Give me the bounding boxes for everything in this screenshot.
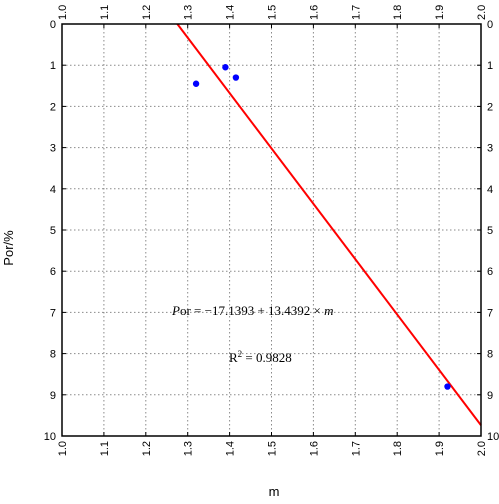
- data-point: [232, 74, 240, 81]
- x-tick-label-top: 1.8: [392, 5, 404, 20]
- x-tick-label-top: 1.3: [183, 5, 195, 20]
- x-tick-label-bottom: 1.8: [392, 441, 404, 456]
- y-tick-label-right: 4: [487, 184, 493, 196]
- x-tick-label-bottom: 1.0: [57, 441, 69, 456]
- y-tick-label-right: 7: [487, 307, 493, 319]
- y-tick-label-left: 5: [50, 225, 56, 237]
- y-tick-label-left: 0: [50, 19, 56, 31]
- r2-label: R: [229, 350, 238, 365]
- x-ticks-bottom: 1.0 1.1 1.2 1.3 1.4 1.5 1.6 1.7 1.8 1.9 2.0: [57, 432, 488, 456]
- x-tick-label-top: 2.0: [476, 5, 488, 20]
- y-tick-label-right: 8: [487, 349, 493, 361]
- x-tick-label-bottom: 1.7: [350, 441, 362, 456]
- y-tick-label-right: 0: [487, 19, 493, 31]
- regression-line: [176, 23, 482, 426]
- x-axis-label: m: [269, 484, 280, 499]
- y-tick-label-right: 3: [487, 143, 493, 155]
- x-tick-label-bottom: 1.9: [434, 441, 446, 456]
- x-tick-label-top: 1.1: [99, 5, 111, 20]
- y-tick-label-left: 9: [50, 390, 56, 402]
- x-tick-label-bottom: 1.5: [267, 441, 279, 456]
- grid: [62, 24, 481, 436]
- y-tick-label-right: 9: [487, 390, 493, 402]
- x-tick-label-top: 1.7: [350, 5, 362, 20]
- y-tick-label-right: 1: [487, 60, 493, 72]
- data-point: [192, 80, 200, 87]
- x-tick-label-bottom: 1.3: [183, 441, 195, 456]
- x-tick-label-bottom: 1.1: [99, 441, 111, 456]
- y-ticks-right: 0 1 2 3 4 5 6 7 8 9 10: [477, 19, 499, 443]
- x-tick-label-bottom: 1.6: [308, 441, 320, 456]
- y-tick-label-left: 6: [50, 266, 56, 278]
- equation-prefix: P: [171, 303, 180, 318]
- data-point: [444, 383, 451, 390]
- data-point: [222, 64, 229, 71]
- y-tick-label-left: 4: [50, 184, 56, 196]
- x-tick-label-top: 1.4: [225, 5, 237, 20]
- y-tick-label-right: 10: [487, 431, 499, 443]
- x-tick-label-top: 1.2: [141, 5, 153, 20]
- r2-exponent: 2: [238, 349, 243, 359]
- y-tick-label-left: 10: [44, 431, 56, 443]
- y-axis-label: Por/%: [1, 230, 16, 266]
- y-ticks-left: 0 1 2 3 4 5 6 7 8 9 10: [44, 19, 66, 443]
- y-tick-label-left: 1: [50, 60, 56, 72]
- x-tick-label-bottom: 1.4: [225, 441, 237, 456]
- y-tick-label-left: 8: [50, 349, 56, 361]
- x-tick-label-top: 1.0: [57, 5, 69, 20]
- x-tick-label-top: 1.9: [434, 5, 446, 20]
- x-ticks-top: 1.0 1.1 1.2 1.3 1.4 1.5 1.6 1.7 1.8 1.9 2.0: [57, 5, 488, 28]
- y-tick-label-left: 2: [50, 101, 56, 113]
- regression-equation: Por = −17.1393 + 13.4392 × m: [171, 303, 334, 318]
- r2-value: = 0.9828: [242, 350, 292, 365]
- x-tick-label-bottom: 1.2: [141, 441, 153, 456]
- points-layer: [192, 64, 451, 390]
- y-tick-label-right: 6: [487, 266, 493, 278]
- x-tick-label-bottom: 2.0: [476, 441, 488, 456]
- y-tick-label-left: 7: [50, 307, 56, 319]
- fit-line-layer: [176, 23, 482, 426]
- y-tick-label-left: 3: [50, 143, 56, 155]
- equation-body: or = −17.1393 + 13.4392 ×: [180, 303, 324, 318]
- x-tick-label-top: 1.6: [308, 5, 320, 20]
- r-squared-annotation: R2 = 0.9828: [229, 349, 292, 365]
- x-tick-label-top: 1.5: [267, 5, 279, 20]
- y-tick-label-right: 2: [487, 101, 493, 113]
- y-tick-label-right: 5: [487, 225, 493, 237]
- equation-variable: m: [324, 303, 333, 318]
